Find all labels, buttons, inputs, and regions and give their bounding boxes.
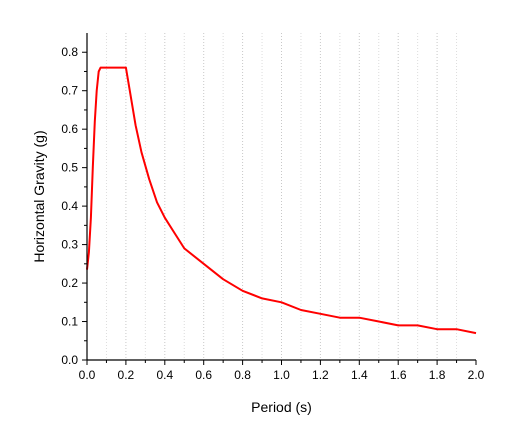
x-tick-label: 1.4 <box>351 368 368 382</box>
x-tick-label: 0.8 <box>234 368 251 382</box>
x-axis-title: Period (s) <box>251 399 312 415</box>
x-tick-label: 1.8 <box>429 368 446 382</box>
y-tick-label: 0.3 <box>61 238 78 252</box>
y-tick-label: 0.4 <box>61 199 78 213</box>
axes <box>86 33 476 361</box>
series-line <box>86 66 477 335</box>
y-tick-label: 0.2 <box>61 276 78 290</box>
grid <box>105 33 458 360</box>
y-ticks: 0.0 0.1 0.2 0.3 0.4 0.5 0.6 0.7 0.8 <box>61 45 87 367</box>
x-tick-label: 0.0 <box>79 368 96 382</box>
x-ticks: 0.0 0.2 0.4 0.6 0.8 1.0 1.2 1.4 1.6 1.8 2.0 <box>79 360 485 382</box>
x-tick-label: 0.6 <box>195 368 212 382</box>
y-tick-label: 0.8 <box>61 45 78 59</box>
y-tick-label: 0.1 <box>61 315 78 329</box>
x-tick-label: 2.0 <box>468 368 485 382</box>
y-tick-label: 0.5 <box>61 161 78 175</box>
y-tick-label: 0.0 <box>61 353 78 367</box>
y-tick-label: 0.6 <box>61 122 78 136</box>
x-tick-label: 0.2 <box>118 368 135 382</box>
y-axis-title: Horizontal Gravity (g) <box>31 130 47 262</box>
x-tick-label: 1.6 <box>390 368 407 382</box>
x-tick-label: 1.0 <box>273 368 290 382</box>
y-tick-label: 0.7 <box>61 84 78 98</box>
x-tick-label: 1.2 <box>312 368 329 382</box>
series-layer <box>86 66 477 335</box>
x-tick-label: 0.4 <box>156 368 173 382</box>
